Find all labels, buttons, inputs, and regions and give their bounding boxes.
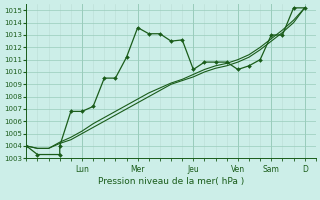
X-axis label: Pression niveau de la mer( hPa ): Pression niveau de la mer( hPa ): [98, 177, 244, 186]
Text: Ven: Ven: [231, 165, 245, 174]
Text: Jeu: Jeu: [188, 165, 199, 174]
Text: Lun: Lun: [75, 165, 89, 174]
Text: D: D: [302, 165, 308, 174]
Text: Mer: Mer: [131, 165, 145, 174]
Text: Sam: Sam: [263, 165, 280, 174]
